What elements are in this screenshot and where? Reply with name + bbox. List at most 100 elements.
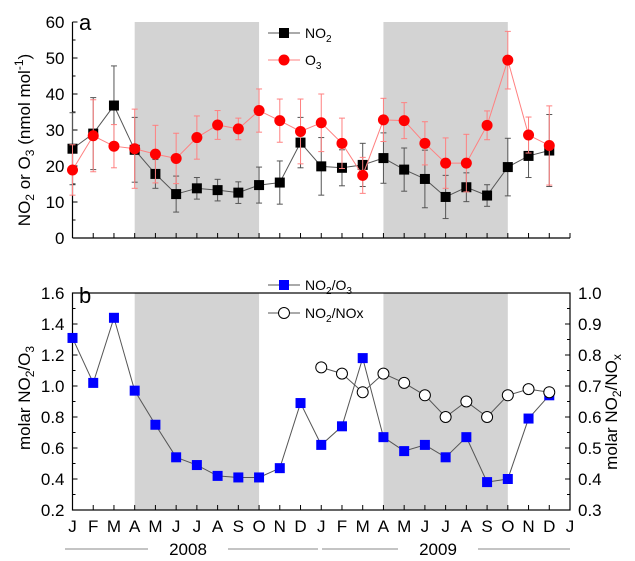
y-tick-label-b-right-6: 0.9 <box>578 315 602 334</box>
legend-a: NO2 O3 <box>268 25 332 72</box>
x-tick-label-17: J <box>421 517 430 536</box>
point-O3-9 <box>253 105 265 117</box>
point-NO2/O3-17 <box>419 439 430 450</box>
legend-ratio1-label: NO2/O3 <box>305 277 352 297</box>
point-O3-21 <box>502 54 514 66</box>
point-O3-16 <box>398 115 410 127</box>
point-NO2/O3-0 <box>67 332 78 343</box>
axes-b: 0.2 0.4 0.6 0.8 1.0 1.2 1.4 1.6 0.3 0.4 0.5 0.6 0.7 0… <box>41 284 602 520</box>
point-NO2-18 <box>440 191 451 202</box>
y-tick-label-b-left-3: 0.8 <box>41 408 65 427</box>
point-NO2-7 <box>212 185 223 196</box>
x-tick-label-22: N <box>522 517 534 536</box>
y-tick-label-b-right-5: 0.8 <box>578 346 602 365</box>
point-NO2/O3-3 <box>129 385 140 396</box>
point-NO2/O3-7 <box>212 470 223 481</box>
y-tick-label-b-right-0: 0.3 <box>578 501 602 520</box>
point-NO2/NOx-7 <box>460 395 473 408</box>
point-NO2/O3-8 <box>233 472 244 483</box>
y-tick-label-b-right-7: 1.0 <box>578 284 602 303</box>
y-tick-label-a-40: 40 <box>46 85 65 104</box>
y-tick-label-b-right-4: 0.7 <box>578 377 602 396</box>
y-tick-label-b-left-1: 0.4 <box>41 470 65 489</box>
y-tick-label-a-50: 50 <box>46 49 65 68</box>
point-NO2/O3-21 <box>502 474 513 484</box>
point-O3-8 <box>232 123 244 135</box>
point-NO2-8 <box>233 187 244 198</box>
point-NO2/O3-19 <box>461 432 472 443</box>
x-tick-label-1: F <box>88 517 98 536</box>
x-tick-label-15: A <box>378 517 390 536</box>
x-tick-label-3: A <box>129 517 141 536</box>
point-NO2/NOx-0 <box>315 361 328 374</box>
legend-ratio1-marker <box>279 280 289 290</box>
x-tick-label-8: S <box>233 517 244 536</box>
legend-b: NO2/O3 NO2/NOx <box>268 277 363 325</box>
point-O3-11 <box>295 125 307 137</box>
x-tick-label-24: J <box>566 517 575 536</box>
x-tick-label-12: J <box>317 517 326 536</box>
x-tick-label-5: J <box>172 517 181 536</box>
x-tick-label-0: J <box>68 517 77 536</box>
point-NO2-10 <box>274 177 285 188</box>
y-tick-label-b-right-3: 0.6 <box>578 408 602 427</box>
y-tick-label-b-left-2: 0.6 <box>41 439 65 458</box>
point-O3-23 <box>543 139 555 151</box>
point-O3-14 <box>357 169 369 181</box>
legend-o3-label: O3 <box>305 52 322 72</box>
legend-ratio2-label: NO2/NOx <box>305 305 363 325</box>
legend-o3-marker <box>278 54 290 66</box>
point-NO2-2 <box>108 100 119 111</box>
legend-ratio2-marker <box>278 307 290 319</box>
y-tick-label-a-0: 0 <box>55 229 64 248</box>
point-O3-18 <box>440 157 452 169</box>
x-tick-label-4: M <box>148 517 162 536</box>
point-NO2-9 <box>254 180 265 191</box>
point-NO2/O3-13 <box>336 421 347 432</box>
x-tick-label-14: M <box>356 517 370 536</box>
point-NO2-16 <box>399 164 410 175</box>
point-NO2/NOx-5 <box>418 389 431 402</box>
point-O3-17 <box>419 137 431 149</box>
point-NO2/O3-5 <box>171 452 182 463</box>
point-NO2/NOx-4 <box>398 376 411 389</box>
legend-no2-marker <box>279 28 289 38</box>
point-O3-4 <box>149 148 161 160</box>
legend-no2-label: NO2 <box>305 25 332 45</box>
point-NO2/O3-4 <box>150 419 161 430</box>
point-NO2-15 <box>378 153 389 164</box>
point-O3-20 <box>481 119 493 131</box>
x-tick-label-13: F <box>337 517 347 536</box>
panel-letter-b: b <box>79 283 91 308</box>
point-NO2/O3-6 <box>191 460 202 471</box>
x-tick-label-7: A <box>212 517 224 536</box>
x-tick-label-10: N <box>274 517 286 536</box>
point-O3-22 <box>523 129 535 141</box>
point-NO2-12 <box>316 161 327 172</box>
point-NO2/NOx-1 <box>335 367 348 380</box>
y-tick-label-a-20: 20 <box>46 157 65 176</box>
shaded-periods-b <box>134 293 508 510</box>
x-tick-label-23: D <box>543 517 555 536</box>
point-O3-7 <box>212 119 224 131</box>
point-O3-6 <box>191 132 203 144</box>
y-tick-label-a-30: 30 <box>46 121 65 140</box>
point-NO2/O3-15 <box>378 432 389 443</box>
point-O3-3 <box>129 143 141 155</box>
y-tick-label-b-left-4: 1.0 <box>41 377 65 396</box>
y-axis-title-b-left: molar NO2/O3 <box>15 346 37 450</box>
series-group-b <box>67 312 556 488</box>
point-O3-0 <box>67 164 78 176</box>
point-NO2/NOx-3 <box>377 367 390 380</box>
point-NO2/O3-14 <box>357 353 368 364</box>
x-tick-label-16: M <box>397 517 411 536</box>
point-NO2/O3-16 <box>399 446 410 457</box>
year-label-2008: 2008 <box>169 540 207 556</box>
y-tick-label-b-right-2: 0.5 <box>578 439 602 458</box>
point-NO2-22 <box>523 150 534 161</box>
shade-b-1 <box>383 293 508 510</box>
y-axis-title-a: NO2 or O3 (nmol mol-1) <box>12 54 37 226</box>
y-tick-label-b-right-1: 0.4 <box>578 470 602 489</box>
